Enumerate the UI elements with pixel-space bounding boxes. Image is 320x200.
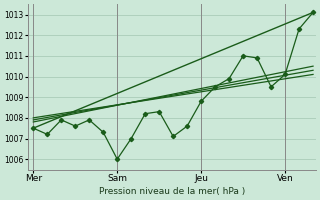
X-axis label: Pression niveau de la mer( hPa ): Pression niveau de la mer( hPa ): [99, 187, 245, 196]
